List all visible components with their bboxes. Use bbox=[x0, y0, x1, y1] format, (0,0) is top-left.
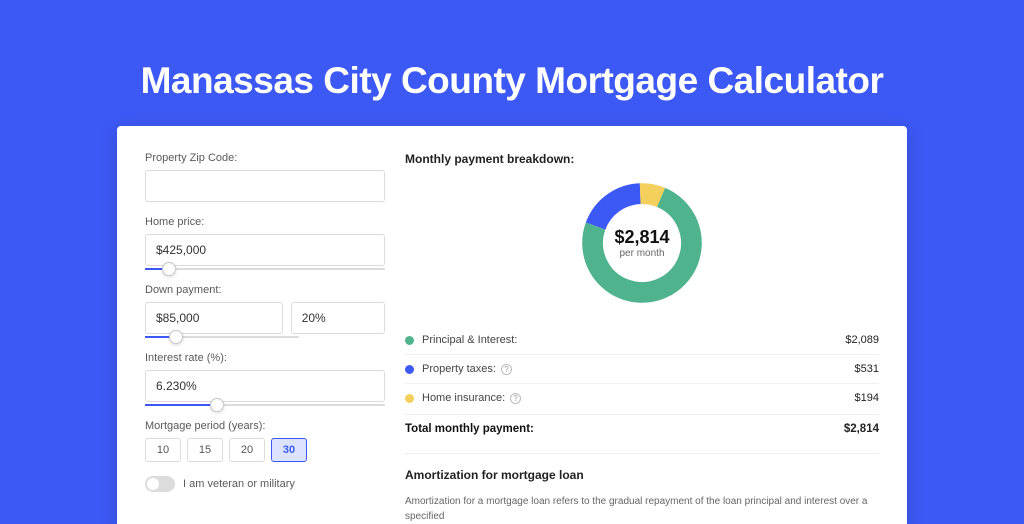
period-btn-20[interactable]: 20 bbox=[229, 438, 265, 462]
legend-amount-property_taxes: $531 bbox=[855, 363, 879, 375]
page-title: Manassas City County Mortgage Calculator bbox=[0, 0, 1024, 102]
down-payment-slider[interactable] bbox=[145, 336, 299, 338]
legend-row-property_taxes: Property taxes:? $531 bbox=[405, 355, 879, 384]
home-price-slider-thumb[interactable] bbox=[162, 262, 176, 276]
interest-rate-slider[interactable] bbox=[145, 404, 385, 406]
legend-label-property_taxes: Property taxes: bbox=[422, 363, 496, 375]
donut-center: $2,814 per month bbox=[577, 178, 707, 308]
legend-row-principal_interest: Principal & Interest: $2,089 bbox=[405, 326, 879, 355]
total-amount: $2,814 bbox=[844, 423, 879, 435]
period-btn-30[interactable]: 30 bbox=[271, 438, 307, 462]
interest-rate-input[interactable] bbox=[145, 370, 385, 402]
amortization-title: Amortization for mortgage loan bbox=[405, 468, 879, 482]
down-payment-slider-thumb[interactable] bbox=[169, 330, 183, 344]
veteran-toggle[interactable] bbox=[145, 476, 175, 492]
down-payment-percent-input[interactable] bbox=[291, 302, 385, 334]
calculator-card: Property Zip Code: Home price: Down paym… bbox=[117, 126, 907, 524]
breakdown-title: Monthly payment breakdown: bbox=[405, 152, 879, 166]
home-price-group: Home price: bbox=[145, 216, 385, 270]
period-btn-15[interactable]: 15 bbox=[187, 438, 223, 462]
down-payment-group: Down payment: bbox=[145, 284, 385, 338]
interest-rate-slider-fill bbox=[145, 404, 217, 406]
down-payment-label: Down payment: bbox=[145, 284, 385, 296]
donut-container: $2,814 per month bbox=[405, 178, 879, 308]
total-label: Total monthly payment: bbox=[405, 423, 534, 435]
legend-amount-principal_interest: $2,089 bbox=[845, 334, 879, 346]
legend-list: Principal & Interest: $2,089 Property taxe… bbox=[405, 326, 879, 412]
donut-sub: per month bbox=[619, 248, 664, 259]
legend-dot-principal_interest bbox=[405, 336, 414, 345]
legend-amount-home_insurance: $194 bbox=[855, 392, 879, 404]
legend-dot-home_insurance bbox=[405, 394, 414, 403]
legend-label-principal_interest: Principal & Interest: bbox=[422, 334, 517, 346]
breakdown-column: Monthly payment breakdown: $2,814 per mo… bbox=[405, 152, 879, 524]
home-price-slider[interactable] bbox=[145, 268, 385, 270]
donut-amount: $2,814 bbox=[614, 227, 669, 248]
interest-rate-label: Interest rate (%): bbox=[145, 352, 385, 364]
legend-dot-property_taxes bbox=[405, 365, 414, 374]
zip-input[interactable] bbox=[145, 170, 385, 202]
interest-rate-group: Interest rate (%): bbox=[145, 352, 385, 406]
period-buttons: 10152030 bbox=[145, 438, 385, 462]
zip-field-group: Property Zip Code: bbox=[145, 152, 385, 202]
home-price-input[interactable] bbox=[145, 234, 385, 266]
home-price-label: Home price: bbox=[145, 216, 385, 228]
info-icon[interactable]: ? bbox=[501, 364, 512, 375]
veteran-row: I am veteran or military bbox=[145, 476, 385, 492]
payment-donut-chart: $2,814 per month bbox=[577, 178, 707, 308]
info-icon[interactable]: ? bbox=[510, 393, 521, 404]
amortization-text: Amortization for a mortgage loan refers … bbox=[405, 494, 879, 524]
down-payment-amount-input[interactable] bbox=[145, 302, 283, 334]
veteran-label: I am veteran or military bbox=[183, 478, 295, 490]
total-row: Total monthly payment: $2,814 bbox=[405, 414, 879, 435]
amortization-section: Amortization for mortgage loan Amortizat… bbox=[405, 453, 879, 524]
zip-label: Property Zip Code: bbox=[145, 152, 385, 164]
interest-rate-slider-thumb[interactable] bbox=[210, 398, 224, 412]
period-btn-10[interactable]: 10 bbox=[145, 438, 181, 462]
inputs-column: Property Zip Code: Home price: Down paym… bbox=[145, 152, 385, 524]
period-group: Mortgage period (years): 10152030 bbox=[145, 420, 385, 462]
period-label: Mortgage period (years): bbox=[145, 420, 385, 432]
legend-label-home_insurance: Home insurance: bbox=[422, 392, 505, 404]
legend-row-home_insurance: Home insurance:? $194 bbox=[405, 384, 879, 412]
